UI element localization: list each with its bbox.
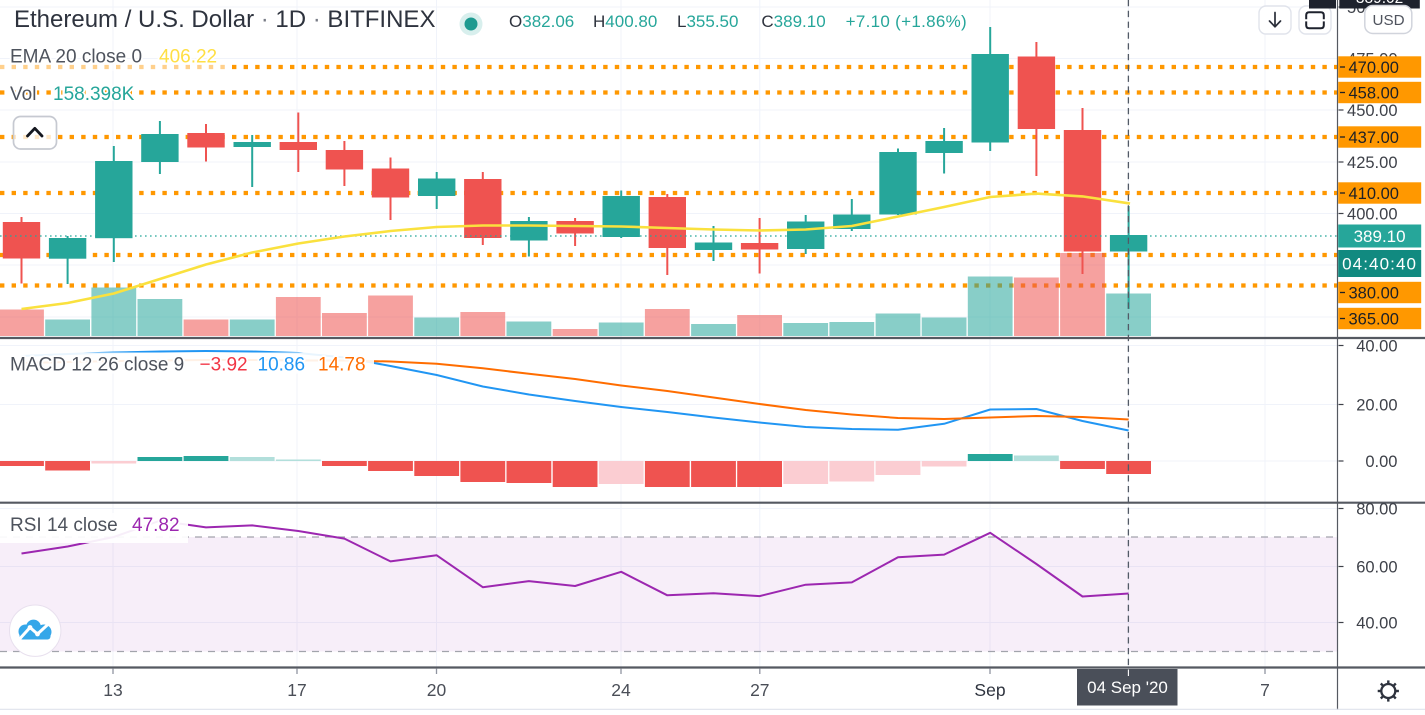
- svg-text:437.00: 437.00: [1349, 129, 1399, 147]
- svg-text:458.00: 458.00: [1349, 85, 1399, 103]
- svg-text:Sep: Sep: [974, 680, 1005, 700]
- svg-text:13: 13: [103, 680, 122, 700]
- svg-text:450.00: 450.00: [1347, 102, 1397, 120]
- svg-text:O382.06: O382.06: [509, 12, 574, 31]
- svg-text:10.86: 10.86: [258, 355, 306, 376]
- svg-text:27: 27: [750, 680, 769, 700]
- svg-text:47.82: 47.82: [132, 515, 180, 536]
- svg-text:20.00: 20.00: [1356, 397, 1397, 415]
- svg-text:04:40:40: 04:40:40: [1342, 255, 1417, 274]
- svg-text:Vol: Vol: [10, 84, 36, 105]
- svg-text:17: 17: [287, 680, 306, 700]
- svg-text:80.00: 80.00: [1356, 501, 1397, 519]
- svg-text:Ethereum / U.S. Dollar · 1D ·: Ethereum / U.S. Dollar · 1D · BITFINEX: [14, 6, 435, 33]
- svg-text:158.398K: 158.398K: [53, 84, 135, 105]
- svg-text:USD: USD: [1373, 12, 1405, 29]
- svg-text:H400.80: H400.80: [593, 12, 657, 31]
- svg-text:7: 7: [1260, 680, 1270, 700]
- svg-text:−3.92: −3.92: [200, 355, 248, 376]
- svg-text:C389.10: C389.10: [761, 12, 825, 31]
- svg-text:04 Sep '20: 04 Sep '20: [1087, 678, 1168, 697]
- svg-text:400.00: 400.00: [1347, 206, 1397, 224]
- svg-text:389.10: 389.10: [1354, 227, 1406, 246]
- svg-text:389.02: 389.02: [1356, 0, 1403, 7]
- svg-text:406.22: 406.22: [159, 47, 217, 68]
- svg-text:EMA 20 close 0: EMA 20 close 0: [10, 47, 142, 68]
- svg-text:365.00: 365.00: [1349, 311, 1399, 329]
- svg-text:24: 24: [611, 680, 631, 700]
- svg-text:0.00: 0.00: [1365, 453, 1397, 471]
- svg-text:RSI 14 close: RSI 14 close: [10, 515, 118, 536]
- svg-text:14.78: 14.78: [318, 355, 366, 376]
- svg-text:L355.50: L355.50: [677, 12, 738, 31]
- svg-text:60.00: 60.00: [1356, 559, 1397, 577]
- svg-text:+7.10 (+1.86%): +7.10 (+1.86%): [846, 12, 967, 31]
- svg-text:40.00: 40.00: [1356, 615, 1397, 633]
- svg-text:410.00: 410.00: [1349, 185, 1399, 203]
- svg-text:425.00: 425.00: [1347, 154, 1397, 172]
- svg-text:40.00: 40.00: [1356, 338, 1397, 356]
- svg-text:380.00: 380.00: [1349, 285, 1399, 303]
- svg-text:470.00: 470.00: [1349, 59, 1399, 77]
- svg-text:20: 20: [427, 680, 447, 700]
- svg-text:MACD 12 26 close 9: MACD 12 26 close 9: [10, 355, 184, 376]
